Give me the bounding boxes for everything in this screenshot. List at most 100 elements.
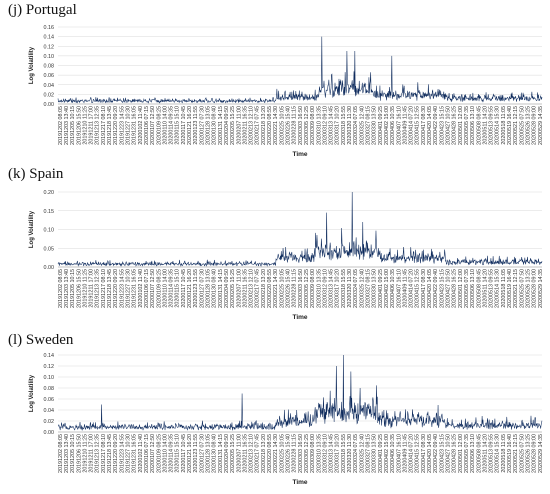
x-tick-label: 20200102 11:40 (138, 269, 144, 308)
x-tick-label: 20200320 11:30 (347, 106, 353, 145)
x-tick-label: 20200420 14:05 (427, 269, 433, 308)
x-tick-label: 20200130 08:40 (212, 106, 218, 145)
x-tick-label: 20200218 13:20 (261, 269, 267, 308)
x-tick-label: 20200110 14:00 (162, 106, 168, 145)
x-tick-label: 20200205 15:25 (230, 434, 236, 473)
x-tick-label: 20200226 15:40 (285, 434, 291, 473)
x-tick-label: 20200204 09:50 (224, 434, 230, 473)
x-tick-label: 20200123 11:55 (193, 434, 199, 473)
x-tick-label: 20191202 08:05 (58, 434, 64, 473)
x-tick-label: 20200213 12:10 (249, 106, 255, 145)
x-tick-label: 20200312 09:10 (322, 106, 328, 145)
x-tick-label: 20200519 16:40 (507, 106, 513, 145)
x-tick-label: 20191217 08:10 (101, 434, 107, 473)
x-tick-label: 20200225 10:05 (279, 106, 285, 145)
x-tick-label: 20200422 09:40 (433, 434, 439, 473)
x-tick-label: 20200511 14:20 (482, 269, 488, 308)
x-tick-label: 20200131 14:15 (218, 434, 224, 473)
x-tick-label: 20200324 07:05 (353, 106, 359, 145)
x-tick-label: 20200506 13:10 (470, 106, 476, 145)
y-tick-label: 0.04 (44, 83, 55, 89)
x-tick-label: 20200102 11:40 (138, 434, 144, 473)
x-tick-label: 20200501 12:00 (458, 434, 464, 473)
x-tick-label: 20200131 14:15 (218, 269, 224, 308)
x-tick-label: 20191205 10:15 (70, 106, 76, 145)
x-tick-label: 20200526 13:25 (525, 434, 531, 473)
x-tick-label: 20200221 14:30 (273, 269, 279, 308)
x-tick-label: 20200529 14:35 (538, 434, 544, 473)
x-tick-label: 20191220 09:20 (113, 106, 119, 145)
x-tick-label: 20200417 08:30 (421, 269, 427, 308)
x-tick-label: 20191223 14:55 (119, 269, 125, 308)
x-tick-label: 20200117 10:45 (181, 269, 187, 308)
x-tick-label: 20191227 10:30 (125, 269, 131, 308)
x-axis-label: Time (292, 314, 307, 321)
x-tick-label: 20200127 07:30 (199, 106, 205, 145)
x-tick-label: 20191218 13:45 (107, 434, 113, 473)
panel-portugal: (j) Portugal 0.00 0.02 0.04 0.06 0.08 0.10 0.1… (0, 0, 550, 160)
x-tick-label: 20200305 12:25 (304, 269, 310, 308)
x-tick-label: 20200204 09:50 (224, 269, 230, 308)
y-tick-label: 0.10 (44, 54, 55, 60)
x-tick-label: 20200519 16:40 (507, 434, 513, 473)
x-tick-label: 20200508 08:45 (476, 106, 482, 145)
x-tick-label: 20200127 07:30 (199, 434, 205, 473)
x-tick-label: 20200313 14:45 (329, 434, 335, 473)
x-tick-label: 20200514 15:30 (495, 106, 501, 145)
x-tick-label: 20200320 11:30 (347, 269, 353, 308)
x-tick-label: 20200211 16:35 (242, 434, 248, 473)
y-tick-label: 0.00 (44, 102, 55, 108)
x-tick-label: 20191203 13:40 (64, 269, 70, 308)
x-tick-label: 20200114 09:35 (169, 106, 175, 145)
x-tick-label: 20200505 07:35 (464, 434, 470, 473)
x-tick-label: 20200221 14:30 (273, 434, 279, 473)
x-tick-label: 20191202 08:05 (58, 106, 64, 145)
x-tick-label: 20200309 08:00 (310, 269, 316, 308)
x-tick-label: 20200529 14:35 (538, 106, 544, 145)
x-tick-label: 20200228 11:15 (292, 434, 298, 473)
x-tick-label: 20200508 08:45 (476, 434, 482, 473)
x-tick-label: 20200511 14:20 (482, 106, 488, 145)
y-tick-label: 0.00 (44, 265, 55, 271)
x-tick-label: 20200107 12:50 (150, 434, 156, 473)
x-tick-label: 20200508 08:45 (476, 269, 482, 308)
x-tick-label: 20200123 11:55 (193, 269, 199, 308)
x-tick-label: 20200213 12:10 (249, 434, 255, 473)
x-tick-label: 20200115 15:10 (175, 106, 181, 145)
x-tick-label: 20200305 12:25 (304, 434, 310, 473)
x-tick-label: 20200406 10:35 (390, 269, 396, 308)
x-tick-label: 20200218 13:20 (261, 434, 267, 473)
x-tick-label: 20200115 15:10 (175, 434, 181, 473)
x-tick-label: 20200407 16:10 (396, 269, 402, 308)
x-tick-label: 20191206 15:50 (76, 269, 82, 308)
y-axis-label: Log Volatility (29, 210, 35, 248)
x-tick-label: 20191210 11:25 (82, 269, 88, 308)
x-tick-label: 20200305 12:25 (304, 106, 310, 145)
x-tick-label: 20191210 11:25 (82, 434, 88, 473)
y-tick-label: 0.06 (44, 73, 55, 79)
x-tick-label: 20200513 09:55 (489, 106, 495, 145)
panel-title: (k) Spain (8, 166, 64, 182)
x-tick-label: 20200407 16:10 (396, 434, 402, 473)
x-tick-label: 20200318 15:55 (341, 434, 347, 473)
x-tick-label: 20200417 08:30 (421, 434, 427, 473)
panel-sweden: (l) Sweden 0.00 0.02 0.04 0.06 0.08 0.10 0.12 0… (0, 330, 550, 494)
x-tick-label: 20200501 12:00 (458, 106, 464, 145)
y-tick-label: 0.04 (44, 408, 55, 414)
x-tick-label: 20191213 12:35 (95, 269, 101, 308)
series-line (57, 354, 543, 431)
x-tick-label: 20200513 09:55 (489, 269, 495, 308)
x-tick-label: 20200325 12:40 (359, 434, 365, 473)
x-tick-label: 20200312 09:10 (322, 434, 328, 473)
y-tick-label: 0.02 (44, 419, 55, 425)
x-tick-label: 20191213 12:35 (95, 434, 101, 473)
x-tick-label: 20200205 15:25 (230, 269, 236, 308)
x-tick-label: 20200207 11:00 (236, 269, 242, 308)
x-tick-label: 20200409 11:45 (402, 106, 408, 145)
x-tick-label: 20200401 09:25 (378, 106, 384, 145)
x-tick-label: 20200528 09:00 (532, 269, 538, 308)
x-tick-label: 20200518 11:05 (501, 269, 507, 308)
x-tick-label: 20200427 10:50 (445, 106, 451, 145)
x-tick-label: 20200525 07:50 (519, 106, 525, 145)
x-tick-label: 20200409 11:45 (402, 434, 408, 473)
